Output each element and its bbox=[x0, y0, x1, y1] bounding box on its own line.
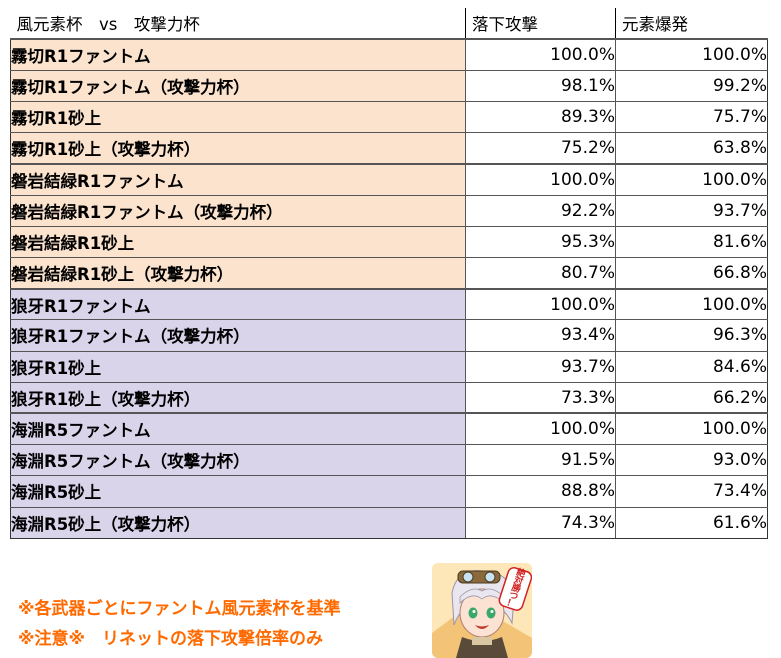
row-weapon-name: 海淵R5砂上 bbox=[10, 475, 466, 508]
row-weapon-name: 狼牙R1ファントム（攻撃力杯） bbox=[10, 319, 466, 352]
row-weapon-name: 海淵R5砂上（攻撃力杯） bbox=[10, 507, 466, 539]
table-row: 磐岩結緑R1砂上 95.3% 81.6% bbox=[10, 226, 768, 259]
row-burst-value: 84.6% bbox=[615, 351, 768, 383]
header-comparison-label: 風元素杯 vs 攻撃力杯 bbox=[10, 8, 466, 40]
row-weapon-name: 霧切R1ファントム bbox=[10, 38, 466, 71]
row-plunge-value: 100.0% bbox=[465, 412, 616, 446]
header-elemental-burst: 元素爆発 bbox=[615, 8, 768, 40]
character-portrait-icon: 絶対勝つ！ bbox=[432, 563, 532, 658]
row-weapon-name: 狼牙R1砂上（攻撃力杯） bbox=[10, 382, 466, 414]
comparison-table: 風元素杯 vs 攻撃力杯 落下攻撃 元素爆発 霧切R1ファントム 100.0% 10… bbox=[10, 8, 768, 539]
row-weapon-name: 霧切R1砂上（攻撃力杯） bbox=[10, 132, 466, 165]
row-plunge-value: 89.3% bbox=[465, 101, 616, 134]
note-caution: ※注意※ リネットの落下攻撃倍率のみ bbox=[18, 629, 324, 649]
row-plunge-value: 100.0% bbox=[465, 162, 616, 196]
row-weapon-name: 磐岩結緑R1砂上 bbox=[10, 226, 466, 259]
table-row: 海淵R5砂上 88.8% 73.4% bbox=[10, 475, 768, 508]
table-row: 霧切R1砂上（攻撃力杯） 75.2% 63.8% bbox=[10, 132, 768, 165]
table-row: 霧切R1ファントム（攻撃力杯） 98.1% 99.2% bbox=[10, 70, 768, 103]
row-burst-value: 93.0% bbox=[615, 444, 768, 477]
table-row: 海淵R5ファントム（攻撃力杯） 91.5% 93.0% bbox=[10, 444, 768, 477]
row-plunge-value: 91.5% bbox=[465, 444, 616, 477]
row-burst-value: 63.8% bbox=[615, 132, 768, 165]
row-plunge-value: 100.0% bbox=[465, 287, 616, 321]
notes-block: ※各武器ごとにファントム風元素杯を基準 ※注意※ リネットの落下攻撃倍率のみ bbox=[18, 594, 341, 654]
row-burst-value: 99.2% bbox=[615, 70, 768, 103]
row-burst-value: 81.6% bbox=[615, 226, 768, 259]
row-burst-value: 93.7% bbox=[615, 195, 768, 227]
row-plunge-value: 100.0% bbox=[465, 38, 616, 71]
row-weapon-name: 磐岩結緑R1ファントム（攻撃力杯） bbox=[10, 195, 466, 227]
row-burst-value: 75.7% bbox=[615, 101, 768, 134]
row-burst-value: 66.2% bbox=[615, 382, 768, 414]
table-row: 狼牙R1ファントム 100.0% 100.0% bbox=[10, 287, 768, 321]
table-row: 磐岩結緑R1ファントム 100.0% 100.0% bbox=[10, 162, 768, 196]
character-sticker: 絶対勝つ！ bbox=[432, 563, 532, 658]
table-row: 霧切R1砂上 89.3% 75.7% bbox=[10, 101, 768, 134]
row-burst-value: 73.4% bbox=[615, 475, 768, 508]
row-burst-value: 66.8% bbox=[615, 257, 768, 290]
row-burst-value: 100.0% bbox=[615, 287, 768, 321]
row-burst-value: 100.0% bbox=[615, 38, 768, 71]
row-plunge-value: 93.4% bbox=[465, 319, 616, 352]
row-plunge-value: 95.3% bbox=[465, 226, 616, 259]
row-weapon-name: 霧切R1ファントム（攻撃力杯） bbox=[10, 70, 466, 103]
table-row: 海淵R5砂上（攻撃力杯） 74.3% 61.6% bbox=[10, 507, 768, 539]
row-plunge-value: 93.7% bbox=[465, 351, 616, 383]
row-plunge-value: 73.3% bbox=[465, 382, 616, 414]
table-row: 磐岩結緑R1ファントム（攻撃力杯） 92.2% 93.7% bbox=[10, 195, 768, 227]
row-weapon-name: 海淵R5ファントム（攻撃力杯） bbox=[10, 444, 466, 477]
row-burst-value: 96.3% bbox=[615, 319, 768, 352]
row-weapon-name: 狼牙R1ファントム bbox=[10, 287, 466, 321]
row-plunge-value: 88.8% bbox=[465, 475, 616, 508]
table-row: 磐岩結緑R1砂上（攻撃力杯） 80.7% 66.8% bbox=[10, 257, 768, 290]
row-plunge-value: 98.1% bbox=[465, 70, 616, 103]
row-plunge-value: 75.2% bbox=[465, 132, 616, 165]
table-row: 狼牙R1砂上 93.7% 84.6% bbox=[10, 351, 768, 383]
table-row: 霧切R1ファントム 100.0% 100.0% bbox=[10, 38, 768, 71]
table-header-row: 風元素杯 vs 攻撃力杯 落下攻撃 元素爆発 bbox=[10, 8, 768, 40]
row-plunge-value: 74.3% bbox=[465, 507, 616, 539]
row-weapon-name: 海淵R5ファントム bbox=[10, 412, 466, 446]
table-row: 海淵R5ファントム 100.0% 100.0% bbox=[10, 412, 768, 446]
note-baseline: ※各武器ごとにファントム風元素杯を基準 bbox=[18, 599, 341, 619]
row-burst-value: 100.0% bbox=[615, 162, 768, 196]
row-weapon-name: 磐岩結緑R1砂上（攻撃力杯） bbox=[10, 257, 466, 290]
row-weapon-name: 霧切R1砂上 bbox=[10, 101, 466, 134]
row-plunge-value: 80.7% bbox=[465, 257, 616, 290]
row-burst-value: 100.0% bbox=[615, 412, 768, 446]
sticker-text: 絶対勝つ！ bbox=[504, 565, 528, 610]
row-burst-value: 61.6% bbox=[615, 507, 768, 539]
header-plunge-attack: 落下攻撃 bbox=[465, 8, 616, 40]
table-row: 狼牙R1砂上（攻撃力杯） 73.3% 66.2% bbox=[10, 382, 768, 414]
row-weapon-name: 狼牙R1砂上 bbox=[10, 351, 466, 383]
row-plunge-value: 92.2% bbox=[465, 195, 616, 227]
table-row: 狼牙R1ファントム（攻撃力杯） 93.4% 96.3% bbox=[10, 319, 768, 352]
row-weapon-name: 磐岩結緑R1ファントム bbox=[10, 162, 466, 196]
